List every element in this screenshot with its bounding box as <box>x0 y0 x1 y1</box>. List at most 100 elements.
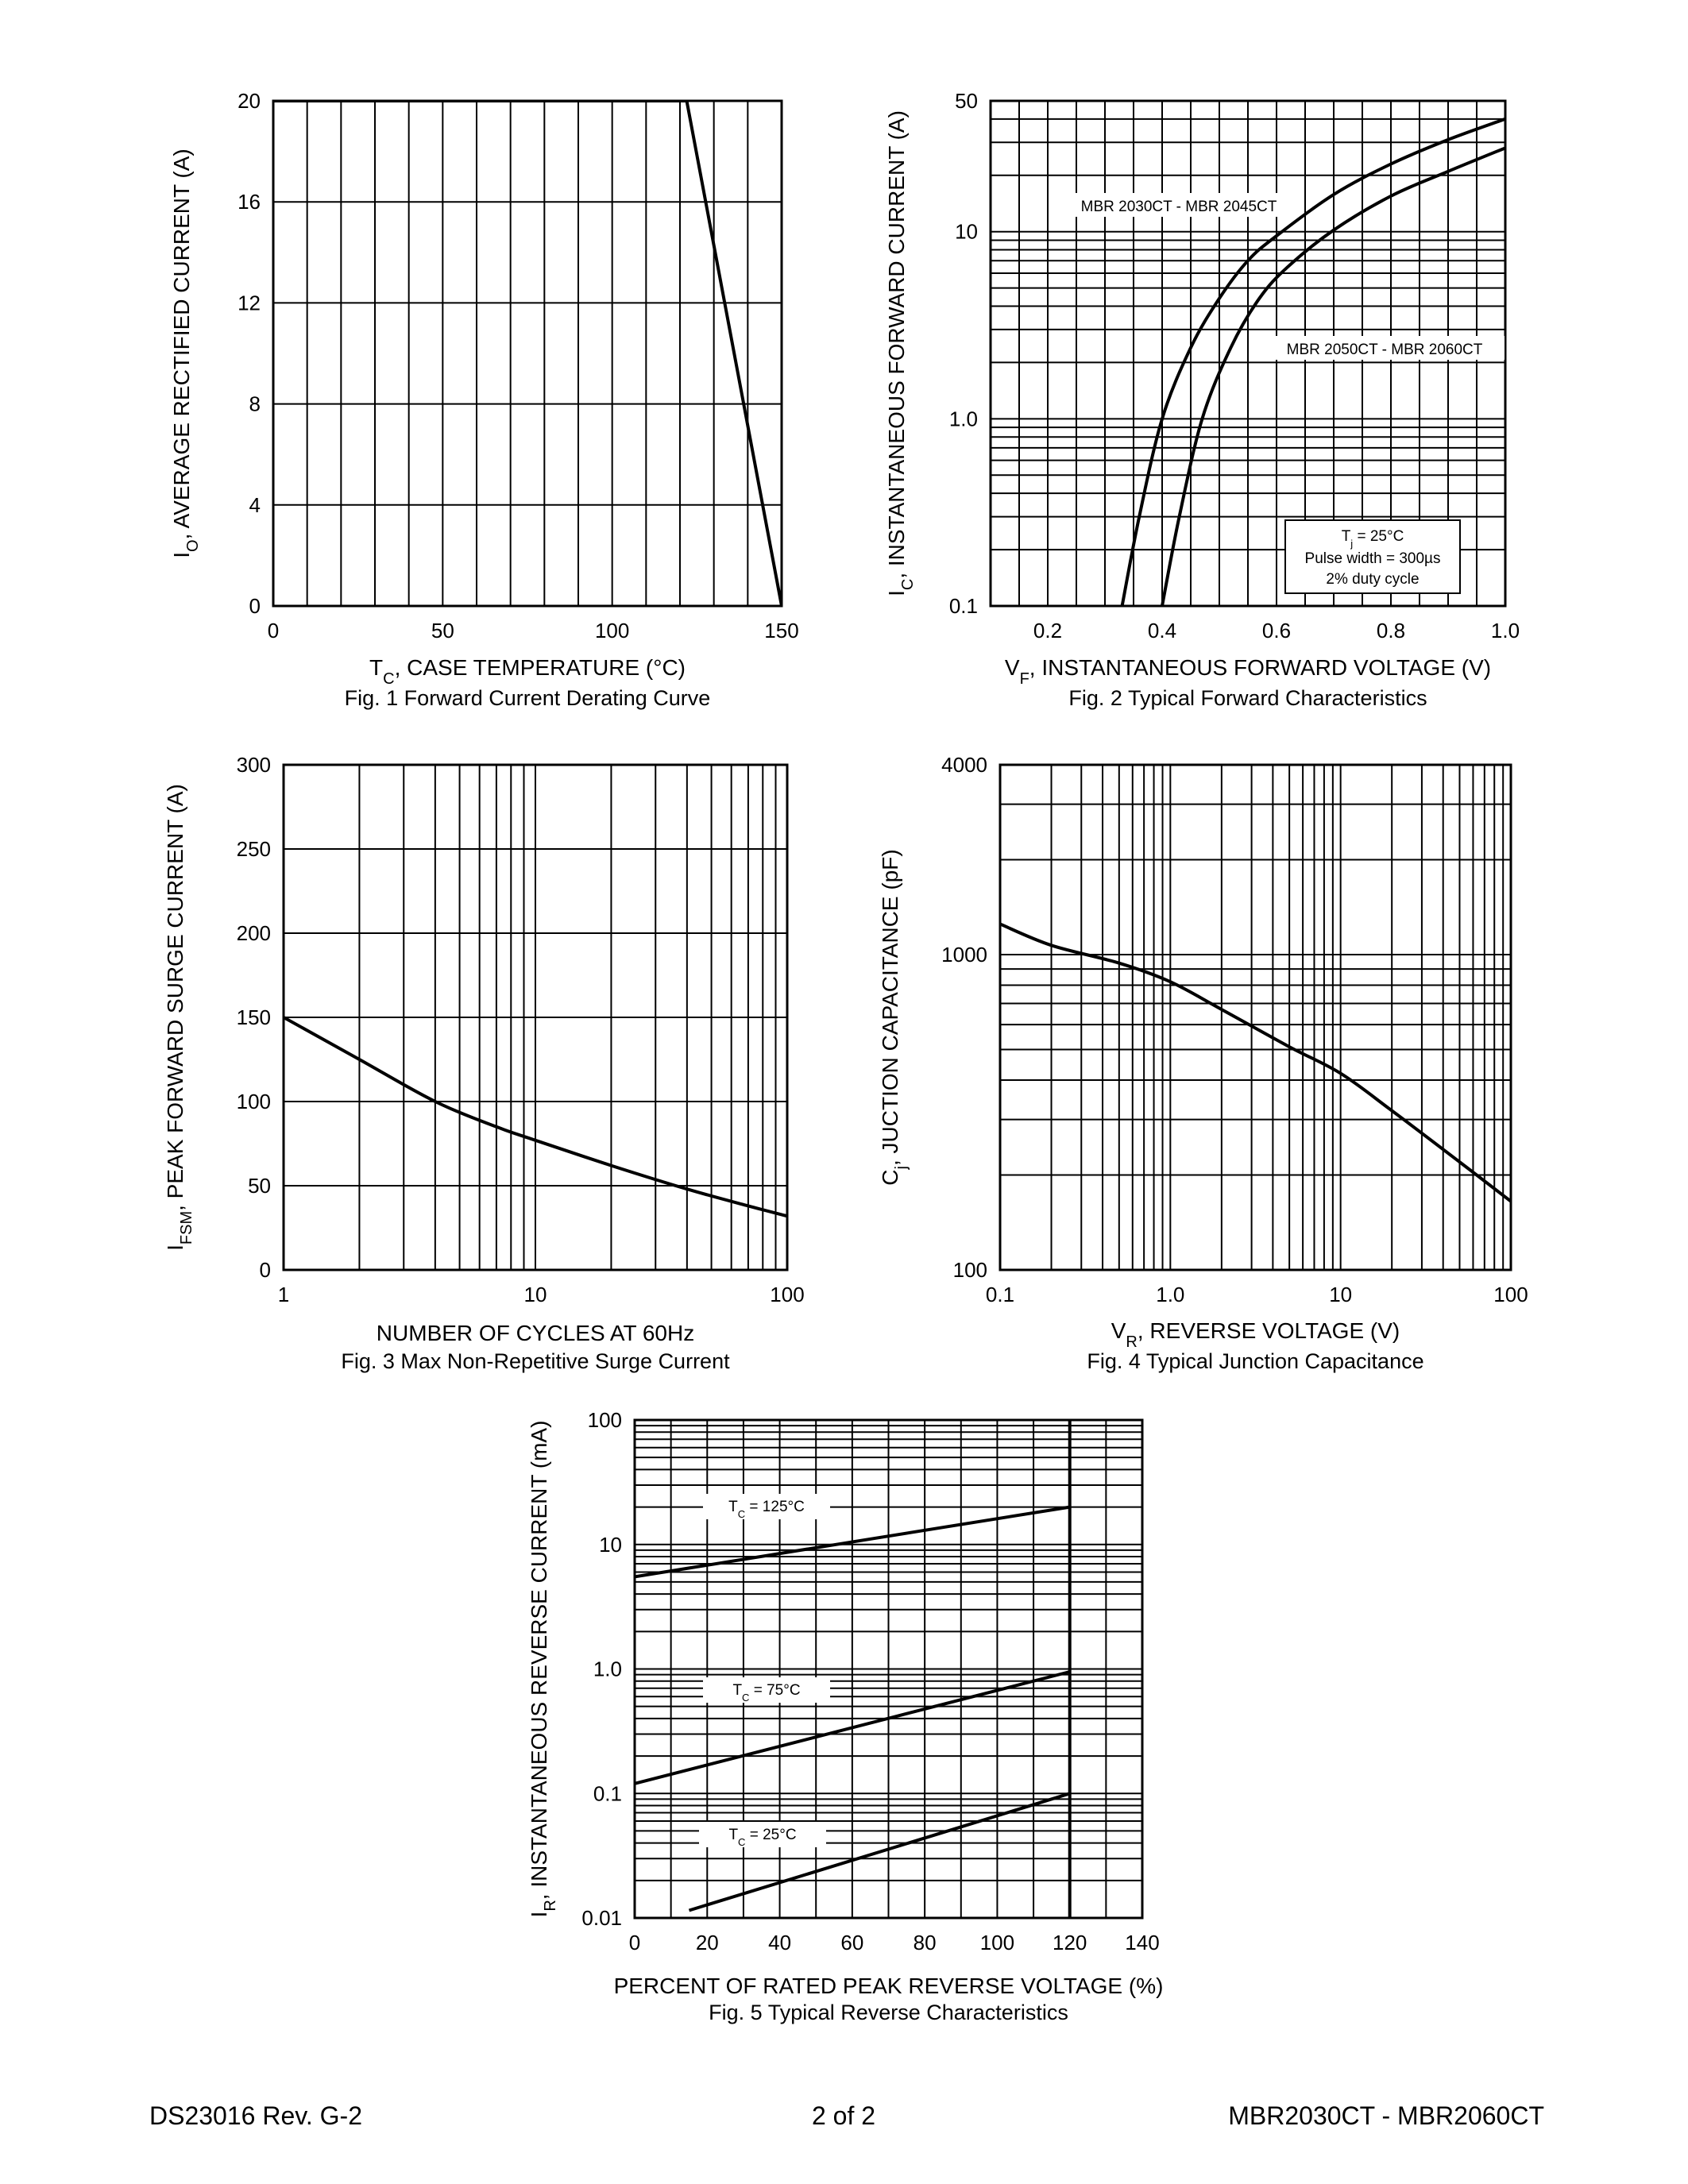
fig1-x-tick-label: 0 <box>268 619 279 642</box>
fig3-series-line <box>284 1016 787 1218</box>
fig1-x-tick-label: 50 <box>431 619 454 642</box>
fig2-series-line <box>1161 146 1505 606</box>
fig1-caption: Fig. 1 Forward Current Derating Curve <box>345 686 711 710</box>
fig3-chart: 1 10 100 0 50 100 150 200 250 300 NUMBER OF CYCLES… <box>163 753 805 1373</box>
fig5-series-label: TC = 125°C <box>728 1499 805 1520</box>
fig4-x-axis-label: VR, REVERSE VOLTAGE (V) <box>1111 1318 1400 1351</box>
fig2-condition-duty: 2% duty cycle <box>1326 571 1419 588</box>
fig5-plot-frame <box>633 1418 1144 1920</box>
fig2-condition-pulse: Pulse width = 300µs <box>1305 550 1441 567</box>
footer-part-number: MBR2030CT - MBR2060CT <box>1228 2101 1544 2130</box>
fig5-x-tick-label: 20 <box>696 1931 719 1954</box>
fig5-y-tick-label: 0.01 <box>581 1906 622 1930</box>
fig3-y-tick-label: 100 <box>237 1090 271 1113</box>
fig5-y-tick-label: 100 <box>588 1408 622 1432</box>
fig2-series-label: MBR 2030CT - MBR 2045CT <box>1081 199 1277 215</box>
fig1-y-tick-label: 0 <box>249 594 261 618</box>
fig2-caption: Fig. 2 Typical Forward Characteristics <box>1068 686 1427 710</box>
fig5-x-tick-label: 120 <box>1053 1931 1087 1954</box>
fig2-chart: 0.2 0.4 0.6 0.8 1.0 0.1 1.0 10 50 VF, INSTANTANEO… <box>884 89 1520 710</box>
fig4-y-tick-label: 1000 <box>941 943 987 967</box>
fig4-series-line <box>1000 922 1511 1203</box>
fig1-x-tick-label: 150 <box>764 619 798 642</box>
fig5-series-label: TC = 25°C <box>728 1827 796 1848</box>
fig5-chart: 0 20 40 60 80 100 120 140 0.01 0.1 1.0 10 100 PERCENT… <box>527 1408 1163 2024</box>
fig2-series-label: MBR 2050CT - MBR 2060CT <box>1287 341 1483 358</box>
fig1-y-tick-label: 20 <box>238 89 261 113</box>
fig1-x-axis-label: TC, CASE TEMPERATURE (°C) <box>369 655 686 688</box>
fig4-x-tick-label: 100 <box>1493 1283 1528 1306</box>
fig5-x-tick-label: 0 <box>629 1931 640 1954</box>
fig3-y-tick-label: 200 <box>237 921 271 945</box>
fig2-series-line <box>1120 117 1505 606</box>
fig5-x-tick-label: 140 <box>1125 1931 1159 1954</box>
fig1-y-tick-label: 4 <box>249 493 261 517</box>
fig5-y-tick-label: 1.0 <box>593 1657 622 1681</box>
fig5-series-line <box>635 1670 1071 1785</box>
fig2-y-axis-label: IC, INSTANTANEOUS FORWARD CURRENT (A) <box>884 110 917 596</box>
fig2-series-1-label-bg <box>1060 193 1298 217</box>
fig2-condition-temperature: Tj = 25°C <box>1342 528 1404 550</box>
fig5-y-axis-label: IR, INSTANTANEOUS REVERSE CURRENT (mA) <box>527 1421 559 1918</box>
fig3-y-tick-label: 150 <box>237 1005 271 1029</box>
fig1-chart: 0 50 100 150 0 4 8 12 16 20 TC, CASE TEMPERATURE (… <box>169 89 799 710</box>
fig1-y-axis-label: IO, AVERAGE RECTIFIED CURRENT (A) <box>169 149 202 558</box>
fig5-caption: Fig. 5 Typical Reverse Characteristics <box>709 2001 1068 2024</box>
fig2-series-2-label-bg <box>1265 336 1505 360</box>
fig2-x-tick-label: 0.8 <box>1377 619 1405 642</box>
fig4-x-tick-label: 0.1 <box>986 1283 1014 1306</box>
fig2-conditions-box <box>1284 519 1461 594</box>
fig5-series-line <box>635 1505 1071 1579</box>
fig4-chart: 0.1 1.0 10 100 100 1000 4000 VR, REVERSE VOLTAG… <box>878 753 1528 1373</box>
fig3-y-tick-label: 50 <box>248 1174 271 1198</box>
fig5-x-tick-label: 100 <box>980 1931 1014 1954</box>
fig3-y-tick-label: 300 <box>237 753 271 777</box>
fig5-series-1-label-bg <box>703 1677 830 1703</box>
fig4-caption: Fig. 4 Typical Junction Capacitance <box>1087 1349 1423 1373</box>
fig4-x-tick-label: 10 <box>1329 1283 1352 1306</box>
fig2-plot-frame <box>989 99 1507 608</box>
fig2-x-axis-label: VF, INSTANTANEOUS FORWARD VOLTAGE (V) <box>1005 655 1491 688</box>
fig2-x-tick-label: 0.4 <box>1148 619 1176 642</box>
fig5-x-tick-label: 60 <box>840 1931 863 1954</box>
fig5-x-axis-label: PERCENT OF RATED PEAK REVERSE VOLTAGE (%… <box>614 1974 1164 1998</box>
fig3-y-axis-label: IFSM, PEAK FORWARD SURGE CURRENT (A) <box>163 784 195 1251</box>
page-footer: DS23016 Rev. G-2 2 of 2 MBR2030CT - MBR2… <box>149 2101 1544 2130</box>
fig4-y-tick-label: 100 <box>953 1258 987 1282</box>
fig4-y-tick-label: 4000 <box>941 753 987 777</box>
footer-doc-code: DS23016 Rev. G-2 <box>149 2101 362 2130</box>
fig3-x-tick-label: 1 <box>278 1283 289 1306</box>
fig3-x-tick-label: 100 <box>770 1283 804 1306</box>
fig5-x-tick-label: 40 <box>768 1931 791 1954</box>
fig2-x-tick-label: 0.6 <box>1262 619 1291 642</box>
fig1-series-line <box>273 101 782 606</box>
fig2-x-tick-label: 0.2 <box>1033 619 1062 642</box>
fig2-y-tick-label: 50 <box>955 89 978 113</box>
fig3-y-tick-label: 250 <box>237 837 271 861</box>
fig3-x-tick-label: 10 <box>524 1283 547 1306</box>
fig3-y-tick-label: 0 <box>260 1258 271 1282</box>
fig4-x-tick-label: 1.0 <box>1156 1283 1184 1306</box>
fig5-series-label: TC = 75°C <box>732 1682 800 1704</box>
fig4-plot-frame <box>999 763 1512 1271</box>
fig5-series-0-label-bg <box>703 1494 830 1519</box>
fig5-series-line <box>688 1792 1071 1912</box>
fig2-y-tick-label: 10 <box>955 220 978 244</box>
fig4-y-axis-label: Cj, JUCTION CAPACITANCE (pF) <box>878 849 910 1185</box>
fig5-x-tick-label: 80 <box>914 1931 937 1954</box>
fig2-x-tick-label: 1.0 <box>1491 619 1520 642</box>
fig2-y-tick-label: 0.1 <box>949 594 978 618</box>
fig1-y-tick-label: 8 <box>249 392 261 416</box>
fig5-y-tick-label: 10 <box>599 1533 622 1557</box>
fig1-y-tick-label: 12 <box>238 291 261 314</box>
fig2-y-tick-label: 1.0 <box>949 407 978 430</box>
fig1-x-tick-label: 100 <box>595 619 629 642</box>
fig3-caption: Fig. 3 Max Non-Repetitive Surge Current <box>341 1349 730 1373</box>
fig3-x-axis-label: NUMBER OF CYCLES AT 60Hz <box>377 1321 694 1345</box>
fig5-y-tick-label: 0.1 <box>593 1781 622 1805</box>
fig1-y-tick-label: 16 <box>238 190 261 214</box>
fig5-series-2-label-bg <box>699 1822 826 1847</box>
